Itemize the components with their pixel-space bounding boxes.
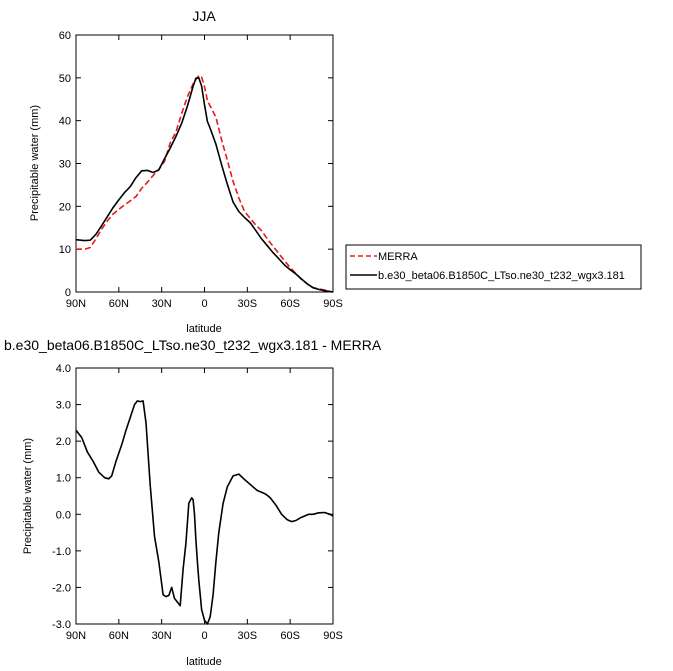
top-series-line-0 bbox=[76, 74, 334, 293]
top-panel: JJA 90N 60N 30N 0 30S 60S 90S 0 10 20 30 40 50 60 Pre… bbox=[29, 8, 343, 335]
top-plot-area: 90N 60N 30N 0 30S 60S 90S 0 10 20 30 40 50 60 bbox=[59, 30, 343, 310]
top-x-tick-label: 0 bbox=[201, 298, 207, 310]
bottom-plot-area: 90N 60N 30N 0 30S 60S 90S -3.0 -2.0 -1.0 0.0 1.0 2.0… bbox=[52, 363, 343, 642]
bottom-y-tick-label: -2.0 bbox=[52, 582, 71, 594]
bottom-x-tick-label: 30S bbox=[238, 630, 258, 642]
top-chart-title: JJA bbox=[192, 8, 216, 24]
bottom-y-tick-label: -1.0 bbox=[52, 546, 71, 558]
top-y-tick-label: 50 bbox=[59, 73, 71, 85]
top-x-axis-label: latitude bbox=[186, 323, 221, 335]
top-x-tick-label: 90S bbox=[323, 298, 343, 310]
bottom-x-tick-label: 60S bbox=[280, 630, 300, 642]
bottom-x-tick-label: 30N bbox=[152, 630, 172, 642]
bottom-y-tick-label: 3.0 bbox=[56, 400, 71, 412]
bottom-y-axis-label: Precipitable water (mm) bbox=[22, 438, 34, 554]
top-y-tick-label: 60 bbox=[59, 30, 71, 42]
bottom-chart-title: b.e30_beta06.B1850C_LTso.ne30_t232_wgx3.… bbox=[4, 337, 382, 353]
top-x-tick-label: 60S bbox=[280, 298, 300, 310]
legend-box bbox=[345, 244, 642, 290]
top-plot-frame bbox=[75, 34, 334, 293]
legend: MERRA b.e30_beta06.B1850C_LTso.ne30_t232… bbox=[345, 244, 642, 290]
top-x-tick-label: 90N bbox=[66, 298, 86, 310]
top-y-tick-label: 40 bbox=[59, 116, 71, 128]
top-y-tick-label: 20 bbox=[59, 201, 71, 213]
bottom-x-tick-label: 0 bbox=[201, 630, 207, 642]
top-y-axis-label: Precipitable water (mm) bbox=[29, 105, 41, 221]
bottom-series-line-0 bbox=[75, 400, 334, 625]
bottom-x-tick-label: 90N bbox=[66, 630, 86, 642]
top-x-tick-label: 60N bbox=[109, 298, 129, 310]
bottom-y-tick-label: -3.0 bbox=[52, 619, 71, 631]
legend-label-model: b.e30_beta06.B1850C_LTso.ne30_t232_wgx3.… bbox=[378, 270, 625, 282]
top-y-tick-label: 10 bbox=[59, 244, 71, 256]
bottom-y-tick-label: 0.0 bbox=[56, 509, 71, 521]
bottom-x-axis-label: latitude bbox=[186, 656, 221, 668]
bottom-x-tick-label: 90S bbox=[323, 630, 343, 642]
top-x-tick-label: 30S bbox=[238, 298, 258, 310]
top-y-tick-label: 0 bbox=[65, 287, 71, 299]
bottom-y-tick-label: 1.0 bbox=[56, 473, 71, 485]
bottom-x-tick-label: 60N bbox=[109, 630, 129, 642]
top-y-tick-label: 30 bbox=[59, 159, 71, 171]
legend-label-merra: MERRA bbox=[378, 251, 418, 263]
top-x-tick-label: 30N bbox=[152, 298, 172, 310]
bottom-panel: b.e30_beta06.B1850C_LTso.ne30_t232_wgx3.… bbox=[4, 337, 382, 668]
bottom-plot-frame bbox=[75, 367, 334, 625]
bottom-y-tick-label: 4.0 bbox=[56, 363, 71, 375]
top-series-line-1 bbox=[75, 77, 334, 293]
bottom-y-tick-label: 2.0 bbox=[56, 436, 71, 448]
